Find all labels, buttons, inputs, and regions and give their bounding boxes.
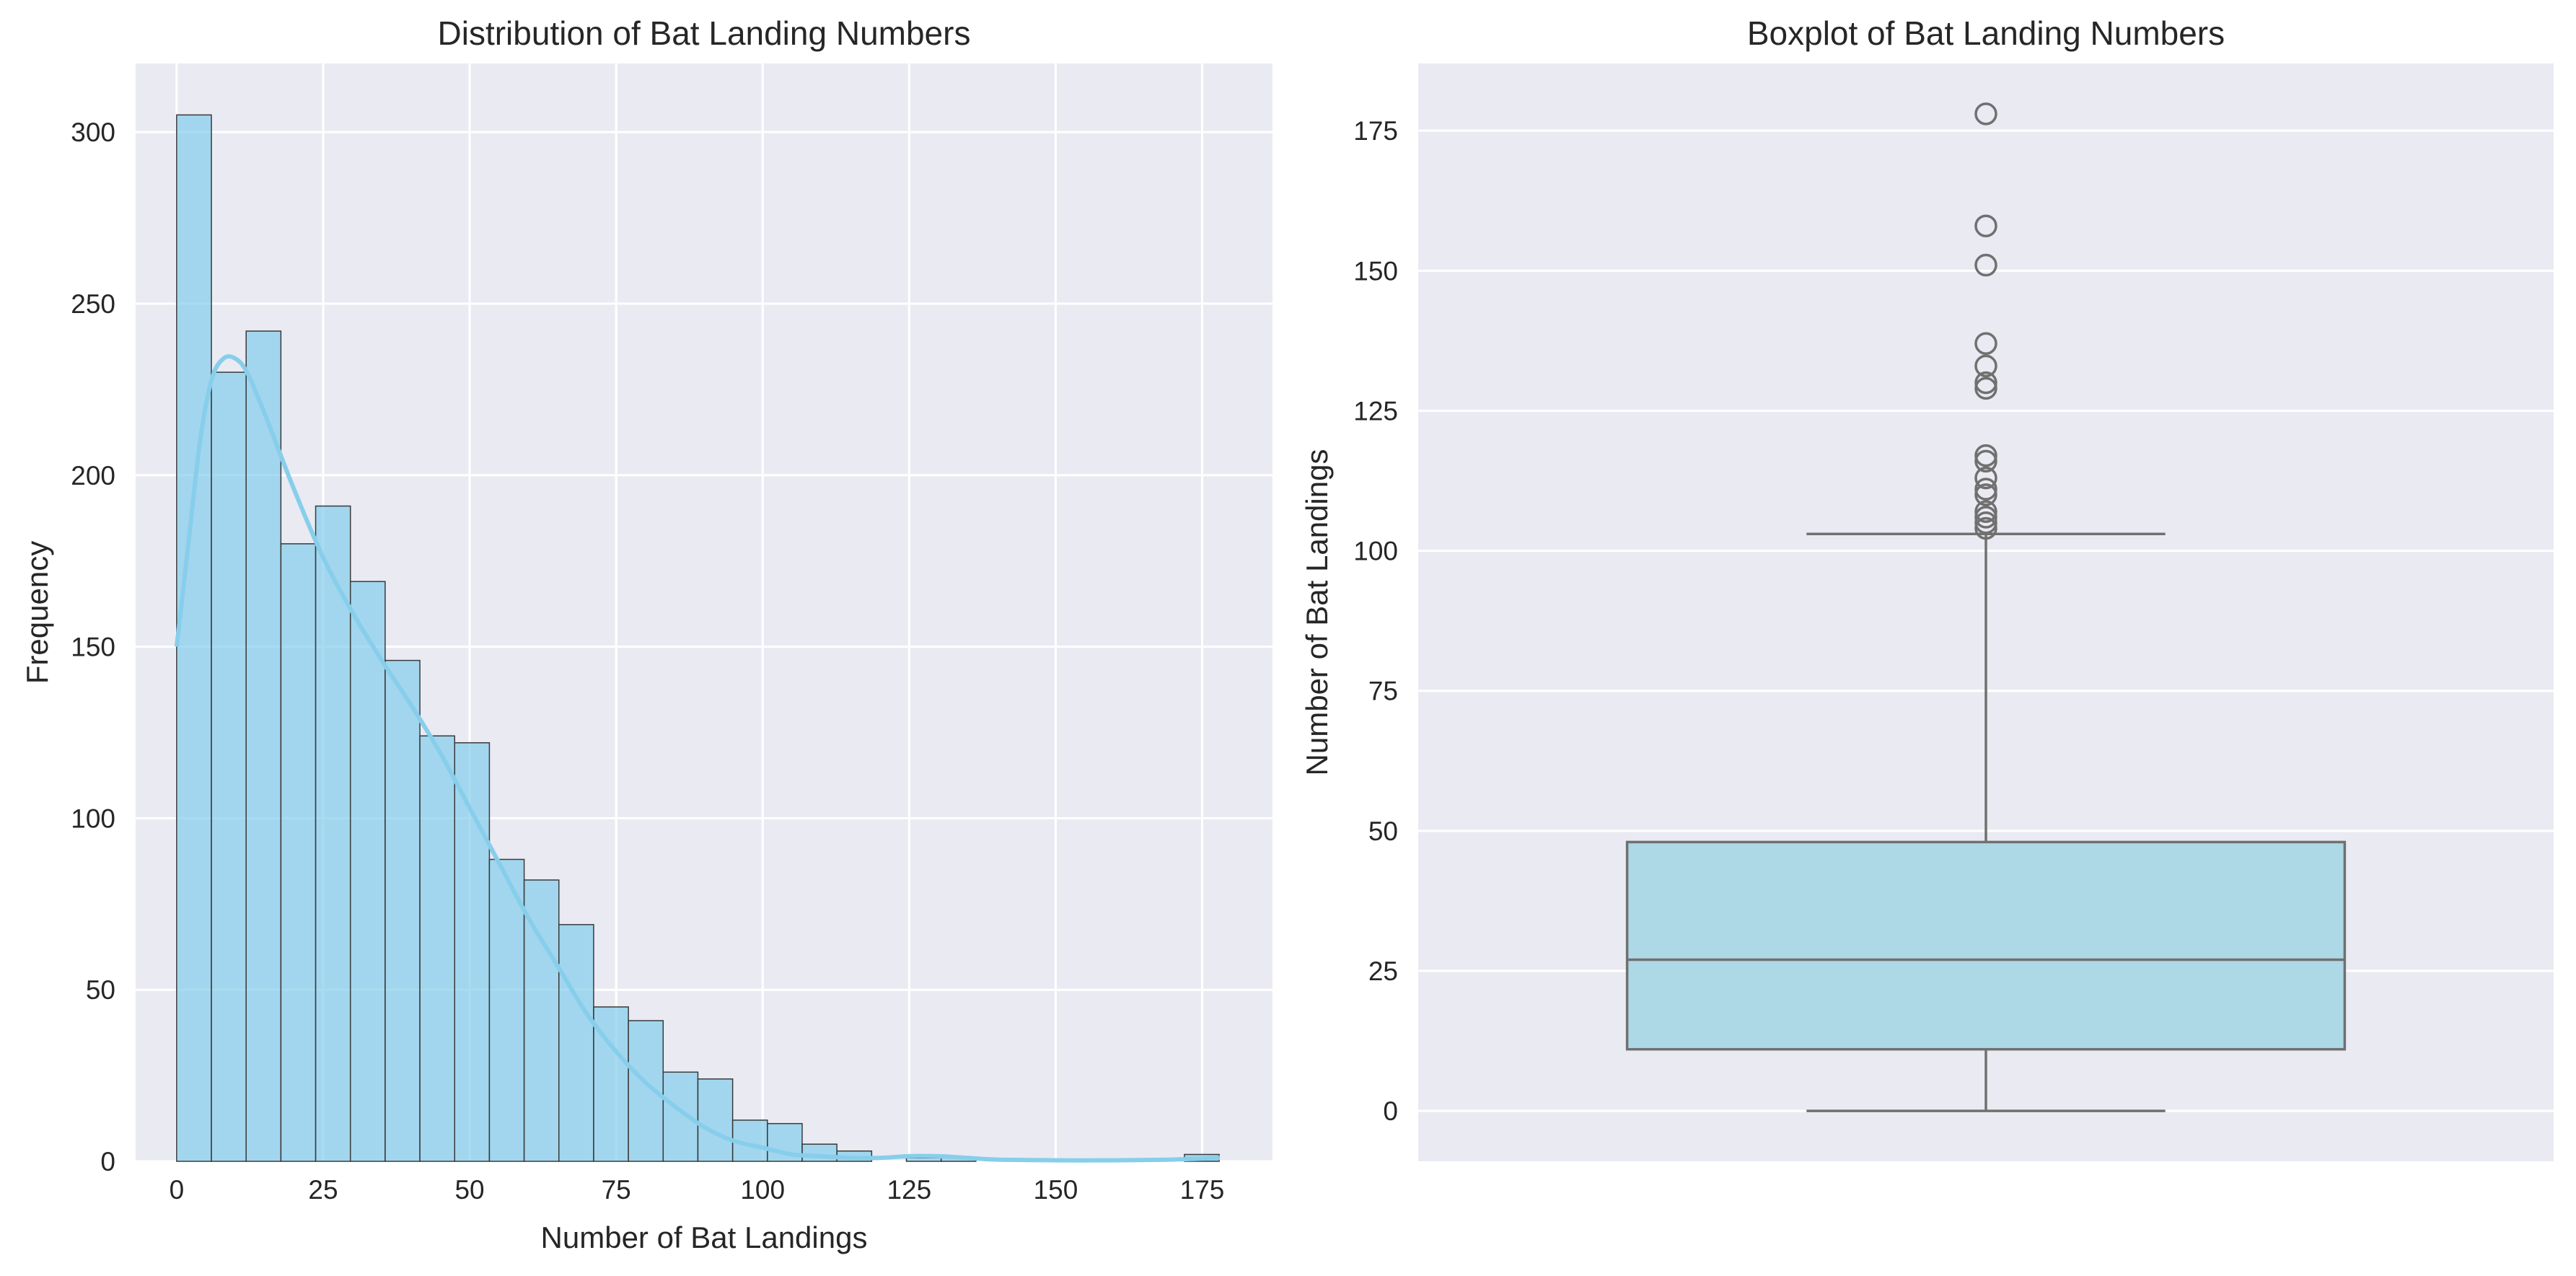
- histogram-bar: [245, 330, 282, 1162]
- x-tick-label: 75: [602, 1175, 631, 1205]
- histogram-bars: [176, 114, 1220, 1162]
- y-tick-label: 50: [86, 975, 115, 1005]
- outlier-point: [1974, 500, 1997, 523]
- boxplot-title: Boxplot of Bat Landing Numbers: [1747, 14, 2225, 52]
- y-tick-label: 50: [1368, 817, 1398, 846]
- x-tick-label: 150: [1034, 1175, 1078, 1205]
- outlier-point: [1974, 478, 1997, 501]
- outlier-point: [1974, 253, 1997, 277]
- histogram-bar: [280, 543, 317, 1162]
- boxplot-panel: 0 25 50 75 100 125 150 175 Boxplot of Bat Landi…: [1300, 14, 2554, 1161]
- outlier-point: [1974, 516, 1997, 540]
- y-tick-label: 150: [1353, 256, 1398, 286]
- outlier-point: [1974, 371, 1997, 395]
- boxplot-outliers: [1974, 102, 1997, 540]
- x-tick-label: 50: [454, 1175, 484, 1205]
- x-tick-label: 25: [308, 1175, 338, 1205]
- histogram-bar: [697, 1078, 734, 1162]
- y-tick-label: 25: [1368, 956, 1398, 986]
- x-tick-label: 0: [170, 1175, 185, 1205]
- y-tick-label: 0: [1383, 1096, 1398, 1126]
- histogram-panel: 0 25 50 75 100 125 150 175 0 50 100 150 200 250 300 D…: [20, 14, 1272, 1254]
- histogram-title: Distribution of Bat Landing Numbers: [438, 14, 971, 52]
- outlier-point: [1974, 354, 1997, 378]
- boxplot-body: [1625, 532, 2347, 1112]
- histogram-bar: [662, 1071, 699, 1162]
- y-tick-label: 150: [71, 633, 115, 662]
- y-tick-label: 300: [71, 118, 115, 147]
- histogram-bar: [176, 114, 212, 1162]
- y-tick-label: 175: [1353, 116, 1398, 146]
- outlier-point: [1974, 332, 1997, 356]
- y-tick-label: 0: [100, 1147, 115, 1176]
- outlier-point: [1974, 506, 1997, 529]
- histogram-bar: [315, 505, 351, 1162]
- y-tick-label: 100: [1353, 537, 1398, 566]
- histogram-x-axis-label: Number of Bat Landings: [541, 1220, 868, 1254]
- histogram-bar: [905, 1157, 942, 1162]
- histogram-bar: [558, 924, 594, 1162]
- outlier-point: [1974, 483, 1997, 506]
- outlier-point: [1974, 449, 1997, 473]
- histogram-bar: [419, 735, 456, 1162]
- y-tick-label: 100: [71, 804, 115, 833]
- histogram-bar: [488, 858, 525, 1162]
- outlier-point: [1974, 102, 1997, 126]
- histogram-x-tick-labels: 0 25 50 75 100 125 150 175: [170, 1175, 1225, 1205]
- boxplot-y-axis-label: Number of Bat Landings: [1300, 449, 1334, 776]
- histogram-bar: [384, 659, 421, 1162]
- outlier-point: [1974, 377, 1997, 400]
- y-tick-label: 200: [71, 461, 115, 490]
- kde-curve: [174, 354, 1221, 1163]
- iqr-box: [1625, 840, 2347, 1051]
- outlier-point: [1974, 444, 1997, 467]
- outlier-point: [1974, 466, 1997, 490]
- x-tick-label: 175: [1180, 1175, 1225, 1205]
- boxplot-y-tick-labels: 0 25 50 75 100 125 150 175: [1353, 116, 1398, 1126]
- y-tick-label: 75: [1368, 677, 1398, 706]
- x-tick-label: 125: [887, 1175, 931, 1205]
- y-tick-label: 250: [71, 289, 115, 319]
- histogram-bar: [454, 742, 491, 1162]
- histogram-y-axis-label: Frequency: [20, 541, 54, 684]
- outlier-point: [1974, 511, 1997, 534]
- x-tick-label: 100: [740, 1175, 785, 1205]
- histogram-bar: [349, 581, 386, 1162]
- outlier-point: [1974, 214, 1997, 237]
- histogram-bar: [211, 371, 247, 1162]
- histogram-y-tick-labels: 0 50 100 150 200 250 300: [71, 118, 115, 1176]
- y-tick-label: 125: [1353, 396, 1398, 426]
